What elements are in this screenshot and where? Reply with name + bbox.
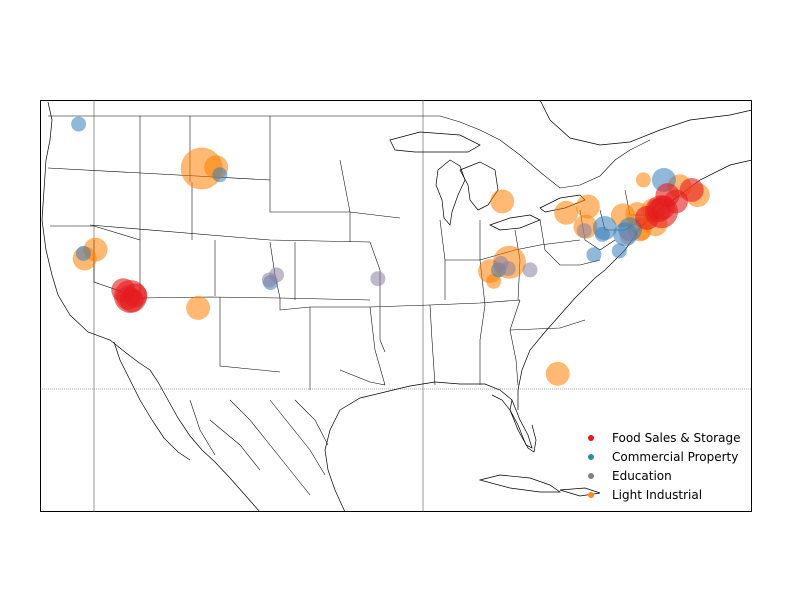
- map-point-light-industrial[interactable]: [554, 200, 579, 225]
- map-point-food-sales-storage[interactable]: [111, 278, 136, 303]
- legend-label: Light Industrial: [612, 487, 703, 502]
- legend: Food Sales & Storage Commercial Property E…: [580, 428, 740, 504]
- map-border: [40, 100, 752, 512]
- map-point-food-sales-storage[interactable]: [655, 183, 680, 208]
- us-map[interactable]: [40, 100, 752, 512]
- legend-item: Commercial Property: [580, 447, 740, 466]
- map-point-commercial-property[interactable]: [75, 245, 91, 261]
- legend-label: Commercial Property: [612, 449, 739, 464]
- legend-marker-icon: [588, 472, 594, 479]
- map-point-education[interactable]: [370, 271, 386, 287]
- map-point-light-industrial[interactable]: [486, 273, 502, 289]
- legend-label: Education: [612, 468, 672, 483]
- points-layer: [71, 116, 710, 386]
- map-point-education[interactable]: [269, 267, 284, 283]
- map-point-light-industrial[interactable]: [575, 194, 600, 219]
- map-point-food-sales-storage[interactable]: [679, 178, 704, 202]
- map-point-light-industrial[interactable]: [635, 172, 651, 188]
- map-point-education[interactable]: [522, 262, 538, 278]
- map-point-education[interactable]: [620, 229, 636, 245]
- map-point-education[interactable]: [500, 261, 516, 277]
- map-point-commercial-property[interactable]: [611, 243, 627, 259]
- legend-item: Education: [580, 466, 740, 485]
- map-point-education[interactable]: [576, 223, 592, 239]
- map-point-commercial-property[interactable]: [71, 116, 87, 132]
- map-point-commercial-property[interactable]: [212, 167, 228, 183]
- legend-label: Food Sales & Storage: [612, 430, 741, 445]
- map-frame[interactable]: [40, 100, 752, 512]
- legend-item: Light Industrial: [580, 485, 740, 504]
- map-point-light-industrial[interactable]: [490, 189, 515, 214]
- legend-marker-icon: [588, 434, 594, 441]
- map-point-light-industrial[interactable]: [186, 295, 211, 320]
- legend-marker-icon: [588, 453, 594, 460]
- map-point-commercial-property[interactable]: [586, 247, 602, 263]
- map-point-light-industrial[interactable]: [545, 361, 570, 386]
- state-borders: [47, 115, 661, 496]
- map-point-food-sales-storage[interactable]: [635, 205, 659, 230]
- map-point-commercial-property[interactable]: [594, 226, 610, 242]
- legend-item: Food Sales & Storage: [580, 428, 740, 447]
- legend-marker-icon: [588, 491, 594, 498]
